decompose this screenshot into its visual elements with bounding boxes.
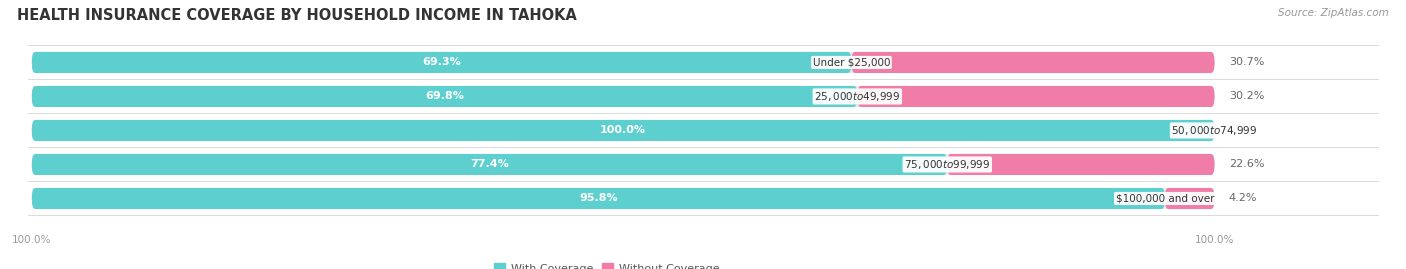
Text: 100.0%: 100.0% xyxy=(600,125,647,136)
Text: $50,000 to $74,999: $50,000 to $74,999 xyxy=(1171,124,1258,137)
Text: 0.0%: 0.0% xyxy=(1229,125,1257,136)
Text: 95.8%: 95.8% xyxy=(579,193,617,203)
Text: 77.4%: 77.4% xyxy=(470,160,509,169)
FancyBboxPatch shape xyxy=(32,120,1215,141)
FancyBboxPatch shape xyxy=(32,154,1215,175)
FancyBboxPatch shape xyxy=(858,86,1215,107)
FancyBboxPatch shape xyxy=(32,52,852,73)
Legend: With Coverage, Without Coverage: With Coverage, Without Coverage xyxy=(489,259,724,269)
Text: Source: ZipAtlas.com: Source: ZipAtlas.com xyxy=(1278,8,1389,18)
Text: Under $25,000: Under $25,000 xyxy=(813,58,890,68)
FancyBboxPatch shape xyxy=(32,86,1215,107)
Text: $75,000 to $99,999: $75,000 to $99,999 xyxy=(904,158,990,171)
FancyBboxPatch shape xyxy=(32,188,1215,209)
FancyBboxPatch shape xyxy=(32,154,948,175)
Text: 30.7%: 30.7% xyxy=(1229,58,1264,68)
Text: 30.2%: 30.2% xyxy=(1229,91,1264,101)
Text: 69.8%: 69.8% xyxy=(425,91,464,101)
FancyBboxPatch shape xyxy=(32,188,1164,209)
Text: $100,000 and over: $100,000 and over xyxy=(1115,193,1215,203)
FancyBboxPatch shape xyxy=(1164,188,1215,209)
Text: HEALTH INSURANCE COVERAGE BY HOUSEHOLD INCOME IN TAHOKA: HEALTH INSURANCE COVERAGE BY HOUSEHOLD I… xyxy=(17,8,576,23)
FancyBboxPatch shape xyxy=(948,154,1215,175)
Text: $25,000 to $49,999: $25,000 to $49,999 xyxy=(814,90,900,103)
Text: 4.2%: 4.2% xyxy=(1229,193,1257,203)
FancyBboxPatch shape xyxy=(32,86,858,107)
Text: 22.6%: 22.6% xyxy=(1229,160,1264,169)
Text: 100.0%: 100.0% xyxy=(13,235,52,245)
Text: 100.0%: 100.0% xyxy=(1195,235,1234,245)
FancyBboxPatch shape xyxy=(852,52,1215,73)
FancyBboxPatch shape xyxy=(32,52,1215,73)
Text: 69.3%: 69.3% xyxy=(422,58,461,68)
FancyBboxPatch shape xyxy=(32,120,1215,141)
